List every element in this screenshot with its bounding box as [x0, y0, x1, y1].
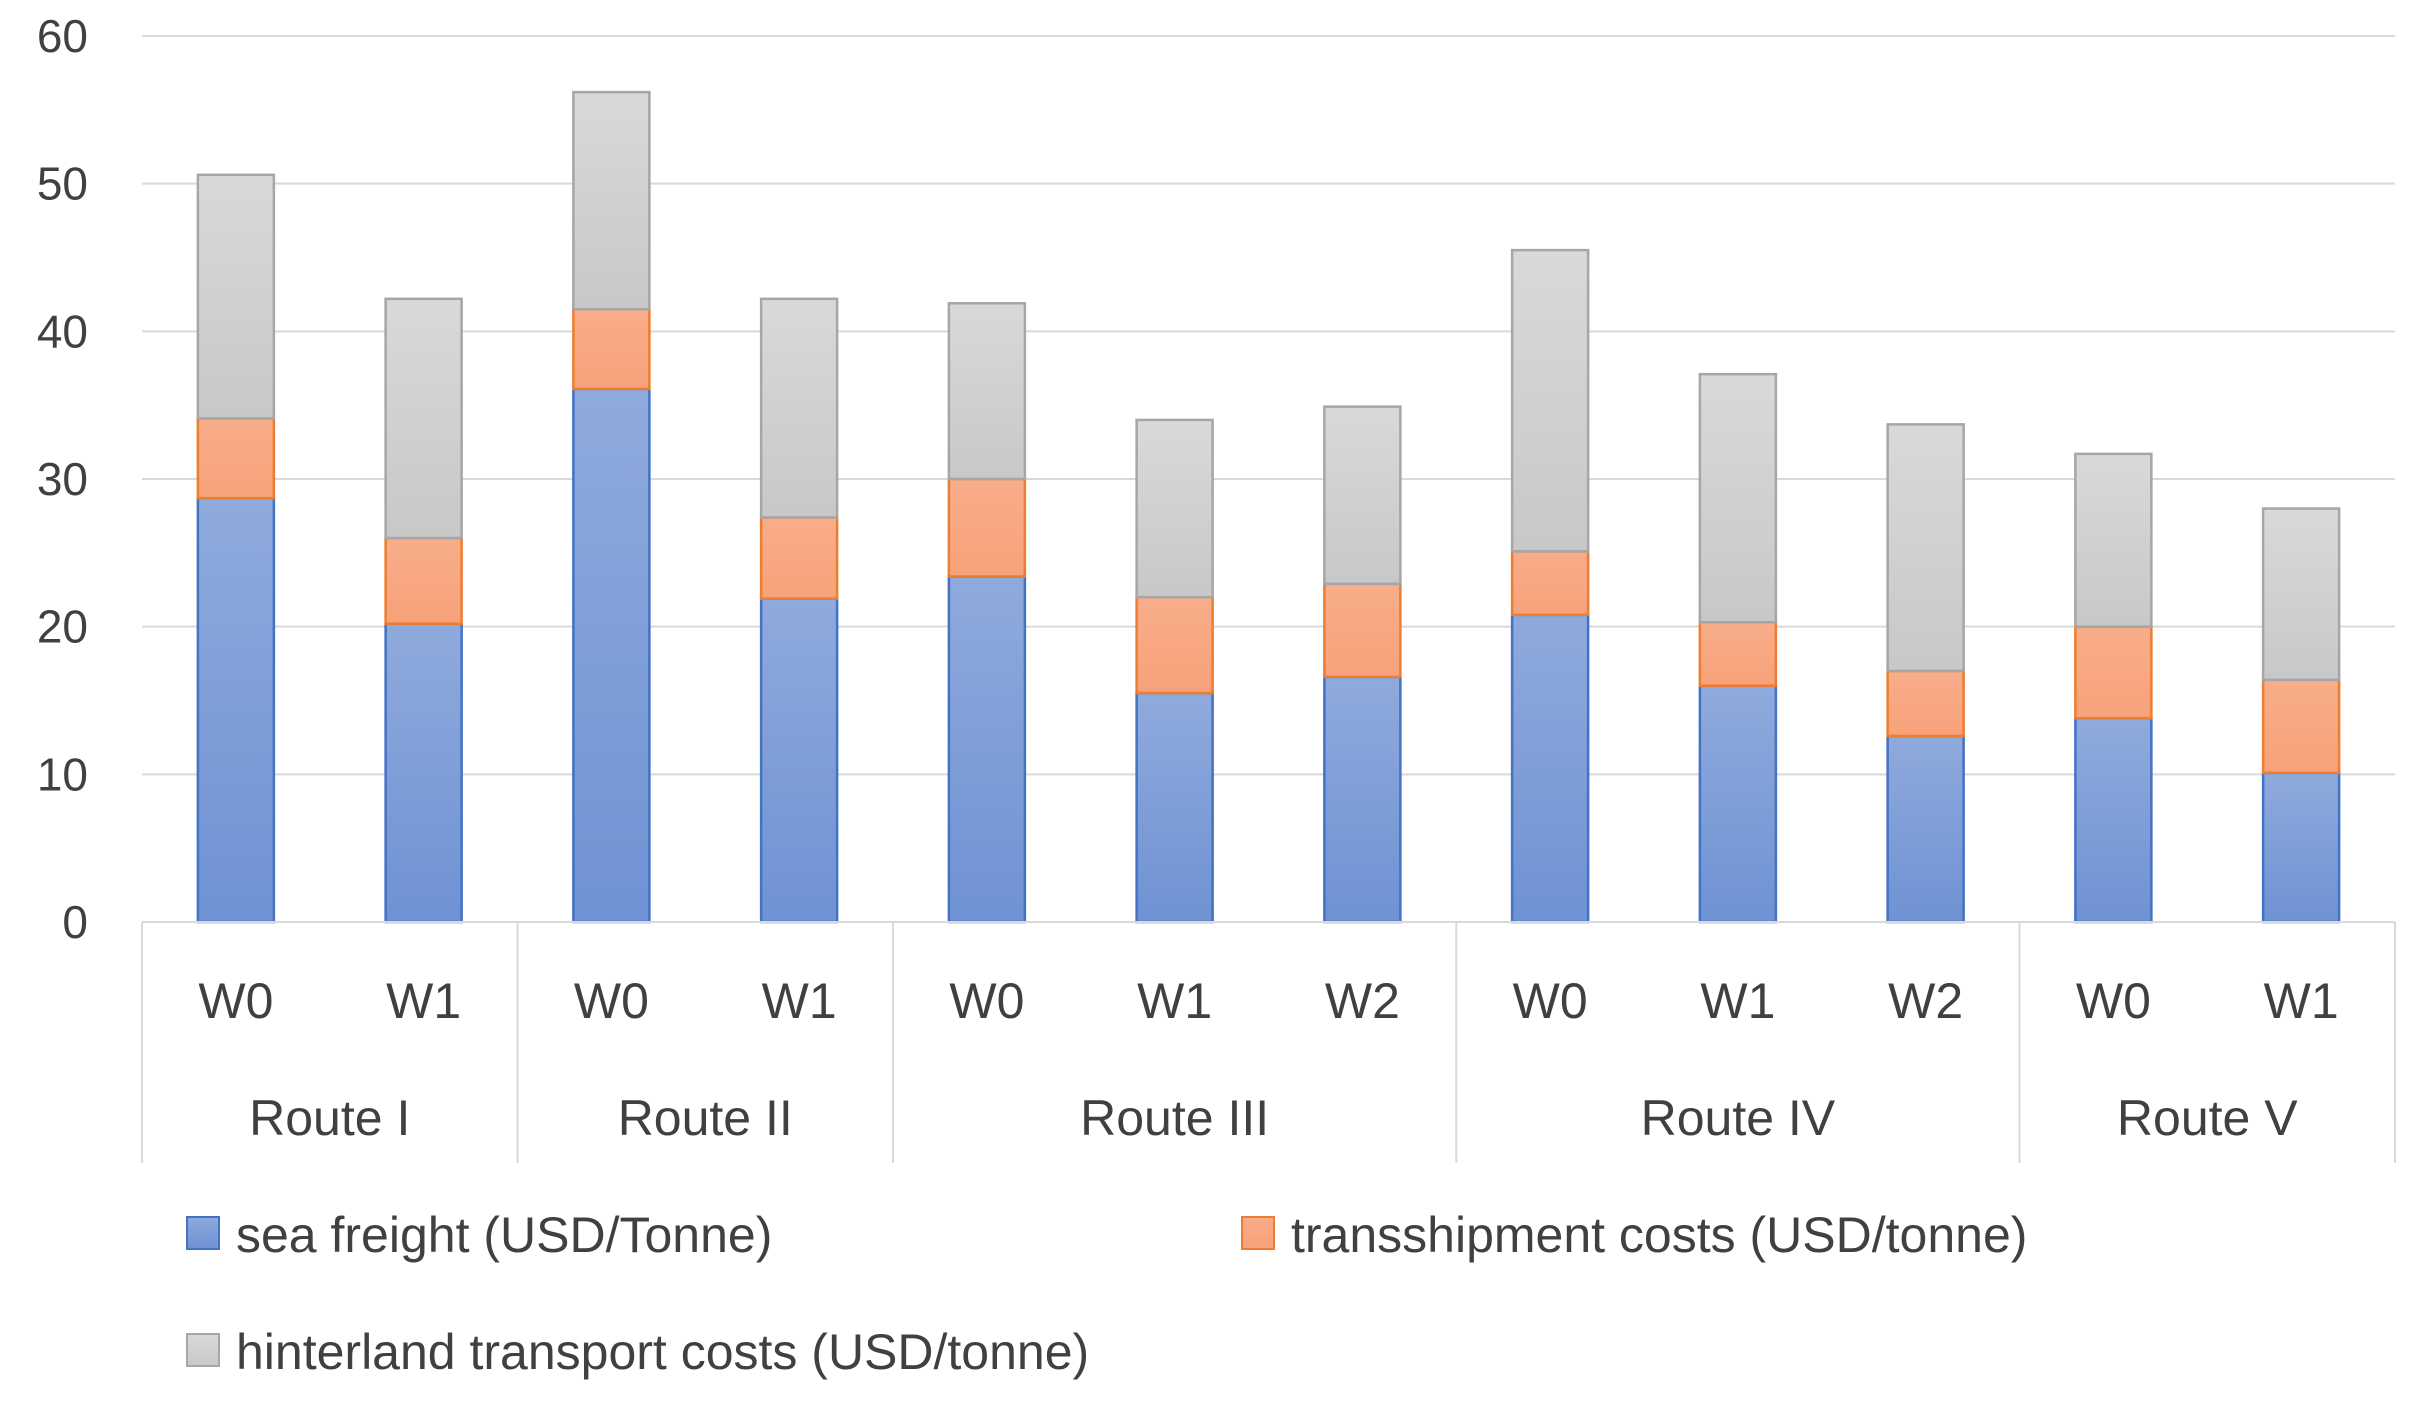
bar-segment-hinterland — [572, 90, 651, 311]
bar-segment-hinterland — [1135, 418, 1214, 599]
group-label: Route III — [1080, 1090, 1269, 1146]
bars — [196, 90, 2341, 924]
legend-swatch — [1241, 1216, 1275, 1250]
x-tick-label: W0 — [1513, 973, 1588, 1029]
bar-segment-hinterland — [1323, 405, 1402, 586]
bar-segment-transshipment — [1510, 550, 1590, 617]
x-tick-label: W0 — [2076, 973, 2151, 1029]
bar-segment-transshipment — [384, 536, 463, 625]
bar-segment-sea-freight — [384, 622, 463, 924]
bar-segment-sea-freight — [1323, 675, 1402, 924]
legend-label: hinterland transport costs (USD/tonne) — [236, 1324, 1089, 1380]
bar-segment-hinterland — [947, 302, 1027, 481]
bar-segment-hinterland — [2261, 507, 2341, 682]
bar-segment-transshipment — [1698, 620, 1778, 687]
y-tick-label: 50 — [37, 158, 88, 210]
y-tick-label: 60 — [37, 10, 88, 62]
x-axis: W0 W1 W0 W1 W0 W1 W2 W0 W1 W2 W0 W1 Route I Route II R… — [141, 921, 2396, 1163]
bar-segment-sea-freight — [759, 597, 839, 924]
bar-segment-transshipment — [2261, 678, 2341, 775]
x-tick-label: W0 — [574, 973, 649, 1029]
bar-segment-sea-freight — [1135, 691, 1214, 924]
x-tick-label: W1 — [2264, 973, 2339, 1029]
gridlines — [142, 35, 2395, 776]
bar-segment-sea-freight — [572, 387, 651, 924]
bar-segment-hinterland — [384, 297, 463, 540]
legend: sea freight (USD/Tonne) transshipment cos… — [186, 1207, 2027, 1380]
group-label: Route V — [2117, 1090, 2298, 1146]
bar-segment-transshipment — [1135, 595, 1214, 695]
bar-segment-hinterland — [1510, 248, 1590, 553]
x-tick-label: W2 — [1325, 973, 1400, 1029]
bar-segment-transshipment — [196, 417, 276, 500]
y-tick-label: 40 — [37, 305, 88, 357]
bar-segment-hinterland — [759, 297, 839, 519]
bar-segment-hinterland — [196, 173, 276, 420]
bar-segment-sea-freight — [196, 496, 276, 924]
bar-segment-sea-freight — [1886, 734, 1965, 924]
x-tick-label: W1 — [386, 973, 461, 1029]
bar-segment-hinterland — [2074, 452, 2153, 628]
x-tick-label: W0 — [198, 973, 273, 1029]
bar-segment-transshipment — [1886, 669, 1965, 738]
bar-segment-transshipment — [1323, 582, 1402, 679]
bar-segment-sea-freight — [2074, 716, 2153, 924]
group-label: Route II — [618, 1090, 793, 1146]
legend-swatch — [186, 1216, 220, 1250]
y-tick-label: 10 — [37, 748, 88, 800]
legend-label: transshipment costs (USD/tonne) — [1291, 1207, 2027, 1263]
bar-segment-sea-freight — [1698, 684, 1778, 924]
y-tick-label: 20 — [37, 601, 88, 653]
y-tick-label: 30 — [37, 453, 88, 505]
y-tick-label: 0 — [62, 896, 88, 948]
group-label: Route IV — [1641, 1090, 1836, 1146]
bar-segment-transshipment — [2074, 625, 2153, 720]
bar-segment-hinterland — [1698, 372, 1778, 624]
x-tick-label: W2 — [1888, 973, 1963, 1029]
bar-segment-sea-freight — [947, 575, 1027, 924]
bar-segment-transshipment — [759, 516, 839, 600]
y-axis: 0 10 20 30 40 50 60 — [37, 10, 88, 948]
bar-segment-hinterland — [1886, 423, 1965, 673]
legend-swatch — [186, 1333, 220, 1367]
bar-segment-transshipment — [572, 307, 651, 391]
x-tick-label: W1 — [1137, 973, 1212, 1029]
legend-label: sea freight (USD/Tonne) — [236, 1207, 772, 1263]
bar-segment-sea-freight — [2261, 771, 2341, 924]
group-label: Route I — [249, 1090, 410, 1146]
bar-segment-transshipment — [947, 477, 1027, 578]
bar-segment-sea-freight — [1510, 613, 1590, 924]
x-tick-label: W1 — [762, 973, 837, 1029]
x-tick-label: W0 — [949, 973, 1024, 1029]
x-tick-label: W1 — [1700, 973, 1775, 1029]
